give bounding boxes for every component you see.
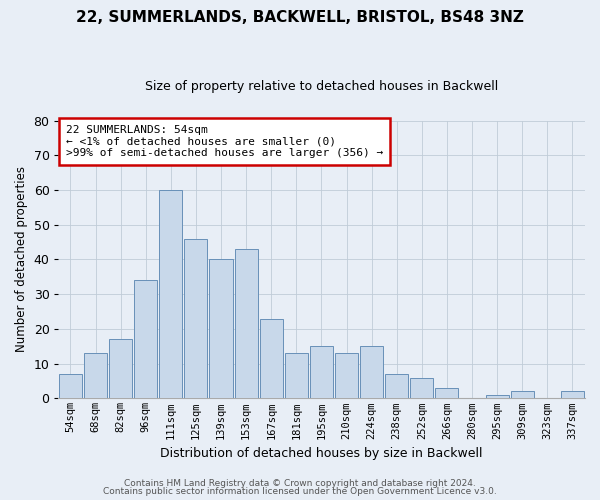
Title: Size of property relative to detached houses in Backwell: Size of property relative to detached ho… <box>145 80 498 93</box>
Text: Contains HM Land Registry data © Crown copyright and database right 2024.: Contains HM Land Registry data © Crown c… <box>124 478 476 488</box>
Bar <box>436 388 458 398</box>
Bar <box>134 280 157 398</box>
Y-axis label: Number of detached properties: Number of detached properties <box>15 166 28 352</box>
Bar <box>84 353 107 399</box>
Bar <box>184 238 208 398</box>
Bar <box>209 260 233 398</box>
Bar <box>109 340 132 398</box>
Bar <box>260 318 283 398</box>
Text: 22 SUMMERLANDS: 54sqm
← <1% of detached houses are smaller (0)
>99% of semi-deta: 22 SUMMERLANDS: 54sqm ← <1% of detached … <box>66 124 383 158</box>
Bar <box>385 374 408 398</box>
Bar <box>159 190 182 398</box>
Bar <box>360 346 383 399</box>
Bar <box>485 395 509 398</box>
Text: Contains public sector information licensed under the Open Government Licence v3: Contains public sector information licen… <box>103 487 497 496</box>
Bar <box>511 392 534 398</box>
Bar <box>561 392 584 398</box>
Bar <box>235 249 257 398</box>
Text: 22, SUMMERLANDS, BACKWELL, BRISTOL, BS48 3NZ: 22, SUMMERLANDS, BACKWELL, BRISTOL, BS48… <box>76 10 524 25</box>
Bar <box>59 374 82 398</box>
Bar <box>335 353 358 399</box>
Bar <box>310 346 333 399</box>
X-axis label: Distribution of detached houses by size in Backwell: Distribution of detached houses by size … <box>160 447 482 460</box>
Bar <box>285 353 308 399</box>
Bar <box>410 378 433 398</box>
